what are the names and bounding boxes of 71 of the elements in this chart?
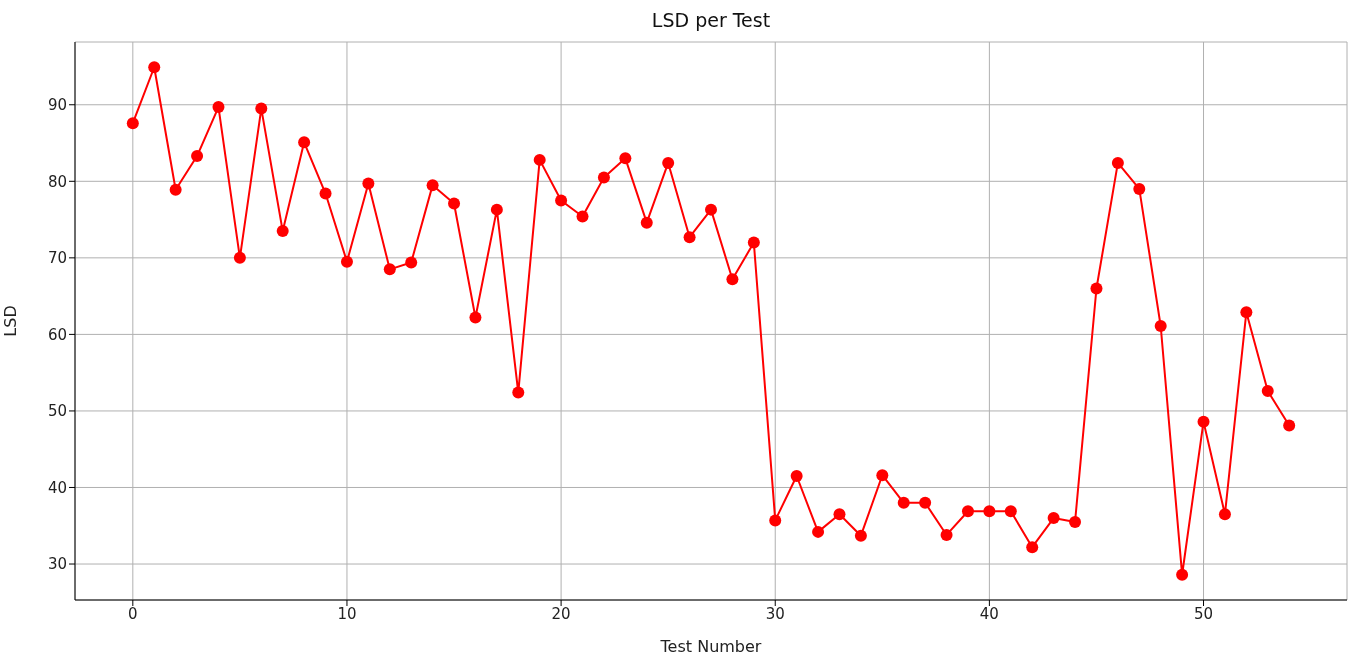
point (619, 152, 632, 165)
chart-title: LSD per Test (650, 9, 772, 31)
x-axis-title: Test Number (659, 637, 762, 656)
point (790, 470, 803, 482)
point (1197, 415, 1210, 428)
point (940, 528, 953, 541)
point (1047, 512, 1060, 525)
point (148, 61, 161, 74)
point (854, 529, 867, 542)
x-tick-label: 30 (765, 604, 785, 623)
point (276, 225, 289, 238)
point (469, 311, 482, 324)
point (983, 505, 996, 518)
point (747, 236, 760, 249)
point (919, 496, 932, 509)
point (126, 117, 139, 130)
point (298, 136, 311, 149)
point (1111, 156, 1124, 169)
y-tick-label: 70 (47, 249, 67, 268)
x-tick-label: 50 (1193, 604, 1214, 623)
point (576, 210, 589, 223)
point (640, 216, 653, 229)
point (1090, 282, 1103, 295)
point (1240, 306, 1253, 319)
point (1004, 505, 1017, 518)
point (876, 469, 889, 482)
point (340, 255, 353, 268)
point (426, 179, 439, 192)
point (726, 273, 739, 286)
point (319, 187, 332, 200)
y-tick-label: 80 (47, 172, 67, 191)
x-tick-label: 20 (551, 604, 571, 623)
point (897, 496, 910, 509)
y-tick-label: 90 (47, 96, 67, 115)
point (1154, 319, 1167, 332)
point (662, 156, 675, 169)
point (1261, 385, 1274, 398)
y-tick-label: 40 (47, 478, 67, 497)
x-tick-label: 0 (128, 604, 138, 623)
point (705, 203, 717, 216)
point (1218, 508, 1231, 521)
point (405, 256, 418, 269)
point (255, 102, 268, 115)
point (1176, 568, 1189, 581)
point (961, 505, 974, 518)
point (212, 101, 225, 114)
point (383, 263, 396, 276)
point (812, 525, 825, 538)
point (1133, 182, 1146, 195)
y-tick-label: 30 (47, 555, 67, 574)
y-tick-label: 60 (47, 325, 67, 344)
point (597, 171, 610, 184)
point (233, 251, 246, 264)
point (683, 231, 696, 244)
point (555, 194, 568, 207)
point (1069, 515, 1082, 528)
point (769, 514, 782, 527)
point (533, 153, 546, 166)
point (490, 203, 503, 216)
x-tick-label: 40 (979, 604, 999, 623)
point (362, 177, 375, 190)
point (448, 197, 461, 210)
x-tick-label: 10 (337, 604, 357, 623)
y-tick-label: 50 (47, 402, 67, 421)
point (169, 183, 182, 196)
point (833, 508, 846, 521)
point (512, 386, 525, 399)
point (1283, 419, 1296, 432)
point (191, 150, 204, 163)
y-axis-title: LSD (0, 305, 20, 337)
point (1026, 541, 1039, 554)
